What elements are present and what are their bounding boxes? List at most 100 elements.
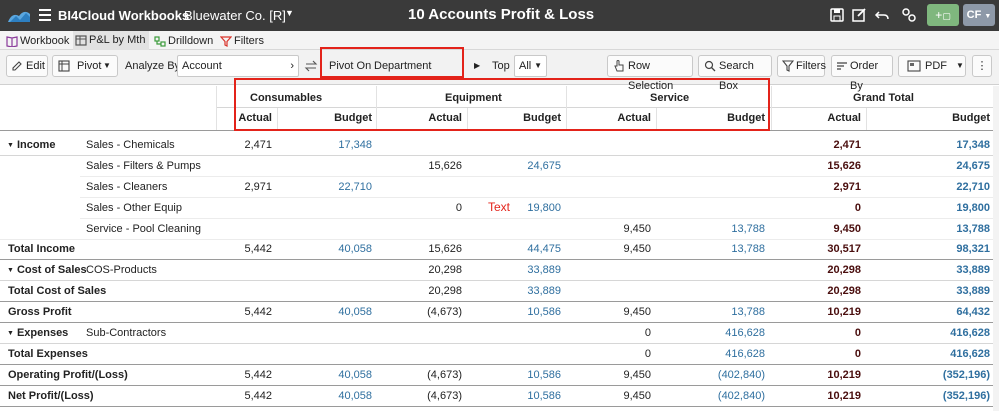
collapse-caret-icon[interactable]: ▼ [7, 267, 14, 274]
collapse-caret-icon[interactable]: ▼ [7, 330, 14, 337]
section-header[interactable]: ▼ Income [7, 139, 55, 151]
value-cell: 9,450 [623, 306, 651, 318]
group-header-grand-total: Grand Total [853, 92, 914, 104]
row-divider [0, 364, 999, 365]
value-cell: (4,673) [427, 306, 462, 318]
toolbar: Edit Pivot ▼ Analyze By Account › Pivot … [0, 50, 999, 92]
section-label: Expenses [16, 327, 69, 339]
group-header-service: Service [650, 92, 690, 104]
sheet-tabs: Workbook P&L by Mth Drilldown Filters [0, 31, 999, 50]
row-divider [0, 385, 999, 386]
section-header[interactable]: ▼ Cost of Sales [7, 264, 87, 276]
total-label: Total Income [8, 243, 76, 255]
value-cell: (402,840) [717, 369, 765, 381]
analyze-by-next-icon[interactable]: › [290, 60, 294, 72]
row-divider [0, 280, 999, 281]
value-cell: 2,971 [244, 181, 272, 193]
value-cell: 5,442 [244, 369, 272, 381]
value-cell: 17,348 [338, 139, 372, 151]
pivot-button[interactable]: Pivot ▼ [52, 55, 118, 77]
value-cell: 0 [854, 348, 861, 360]
tab-filters-label: Filters [234, 35, 264, 47]
settings-icon[interactable] [900, 6, 918, 24]
row-divider [80, 176, 999, 177]
tab-drilldown[interactable]: Drilldown [152, 33, 213, 49]
row-selection-button[interactable]: Row Selection [607, 55, 693, 92]
tab-workbook[interactable]: Workbook [4, 33, 69, 49]
tab-filters[interactable]: Filters [218, 33, 264, 49]
value-cell: 9,450 [623, 369, 651, 381]
row-divider [0, 301, 999, 302]
account-label: Sales - Cleaners [86, 181, 168, 193]
value-cell: 20,298 [827, 285, 861, 297]
value-cell: 33,889 [527, 264, 561, 276]
pivot-on-next-icon[interactable]: ▶ [474, 61, 481, 70]
row-divider [0, 259, 999, 260]
filters-button[interactable]: Filters [777, 55, 826, 77]
filter-icon [220, 36, 232, 47]
more-options-button[interactable]: ⋮ [972, 55, 992, 77]
value-cell: (4,673) [427, 369, 462, 381]
value-cell: 9,450 [623, 223, 651, 235]
pivot-icon [58, 60, 70, 72]
total-label: Total Expenses [8, 348, 88, 360]
value-cell: 0 [854, 327, 861, 339]
group-header-equipment: Equipment [445, 92, 502, 104]
pdf-button[interactable]: PDF ▼ [898, 55, 966, 77]
app-name: BI4Cloud Workbooks [58, 8, 190, 23]
value-cell: 5,442 [244, 390, 272, 402]
search-box-button[interactable]: Search Box [698, 55, 772, 92]
sub-header-budget: Budget [334, 112, 372, 124]
top-label: Top [492, 60, 510, 72]
value-cell: 5,442 [244, 243, 272, 255]
save-icon[interactable] [828, 6, 846, 24]
row-divider [0, 239, 999, 240]
company-selector[interactable]: Bluewater Co. [R] [184, 8, 286, 23]
section-header[interactable]: ▼ Expenses [7, 327, 68, 339]
collapse-caret-icon[interactable]: ▼ [7, 142, 14, 149]
undo-icon[interactable] [873, 6, 891, 24]
bi4cloud-logo-icon [8, 11, 30, 22]
account-label: Sub-Contractors [86, 327, 167, 339]
value-cell: (352,196) [942, 390, 990, 402]
value-cell: 33,889 [956, 264, 990, 276]
tab-pl-by-mth[interactable]: P&L by Mth [73, 31, 150, 50]
edit-button[interactable]: Edit [6, 55, 48, 77]
total-label: Operating Profit/(Loss) [8, 369, 128, 381]
pivot-on-select[interactable]: Department [374, 60, 432, 72]
value-cell: 17,348 [956, 139, 990, 151]
value-cell: 44,475 [527, 243, 561, 255]
row-divider [0, 155, 999, 156]
pdf-icon [907, 60, 921, 72]
add-button[interactable]: +▢ [927, 4, 959, 26]
account-label: Service - Pool Cleaning [86, 223, 201, 235]
value-cell: 15,626 [428, 243, 462, 255]
value-cell: 22,710 [338, 181, 372, 193]
row-divider [0, 406, 999, 407]
total-label: Net Profit/(Loss) [8, 390, 94, 402]
vertical-scrollbar[interactable] [993, 86, 999, 411]
sub-header-actual: Actual [238, 112, 272, 124]
value-cell: 10,586 [527, 369, 561, 381]
sub-header-budget: Budget [523, 112, 561, 124]
value-cell: 416,628 [725, 348, 765, 360]
company-dropdown-caret-icon[interactable]: ▼ [285, 8, 294, 18]
value-cell: 40,058 [338, 243, 372, 255]
swap-icon[interactable] [304, 60, 318, 72]
top-select[interactable]: All ▼ [514, 55, 547, 77]
value-cell: 13,788 [731, 243, 765, 255]
hamburger-menu-icon[interactable] [39, 9, 51, 21]
order-by-button[interactable]: Order By [831, 55, 893, 92]
value-cell: 416,628 [950, 327, 990, 339]
drilldown-icon [154, 36, 166, 47]
title-bar: BI4Cloud Workbooks Bluewater Co. [R] ▼ 1… [0, 0, 999, 31]
analyze-by-select[interactable]: Account › [177, 55, 299, 77]
edit-window-icon[interactable] [850, 6, 868, 24]
value-cell: 10,219 [827, 390, 861, 402]
sort-icon [837, 62, 847, 70]
value-cell: 19,800 [527, 202, 561, 214]
user-avatar[interactable]: CF ▼ [963, 4, 995, 26]
value-cell: 40,058 [338, 306, 372, 318]
total-label: Total Cost of Sales [8, 285, 107, 297]
value-cell: 24,675 [956, 160, 990, 172]
